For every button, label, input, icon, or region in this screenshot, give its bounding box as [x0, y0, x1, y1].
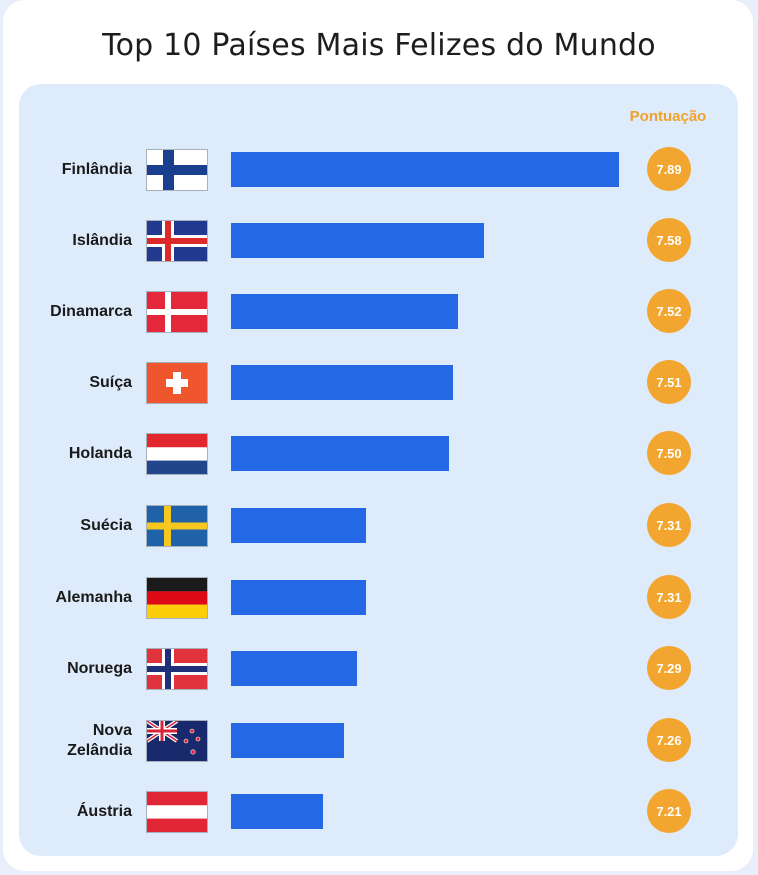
bar — [231, 152, 619, 187]
norway-flag-icon — [147, 649, 207, 689]
chart-title: Top 10 Países Mais Felizes do Mundo — [102, 28, 656, 63]
category-label: Finlândia — [61, 161, 132, 178]
category-label: Suíça — [89, 374, 132, 391]
austria-flag-icon — [147, 792, 207, 832]
category-label: Suécia — [80, 517, 132, 534]
bar-row-nova-zelandia: Nova Zelândia 7.26 — [0, 716, 758, 766]
value-label: 7.31 — [647, 575, 691, 619]
category-label: Áustria — [76, 803, 132, 820]
bar-row-noruega: Noruega 7.29 — [0, 644, 758, 694]
bar-row-alemanha: Alemanha 7.31 — [0, 573, 758, 623]
bar — [231, 223, 484, 258]
category-label: Alemanha — [55, 589, 132, 606]
value-label: 7.52 — [647, 289, 691, 333]
category-label: Noruega — [67, 660, 132, 677]
bar-row-dinamarca: Dinamarca 7.52 — [0, 287, 758, 337]
value-label: 7.89 — [647, 147, 691, 191]
germany-flag-icon — [147, 578, 207, 618]
finland-flag-icon — [147, 150, 207, 190]
sweden-flag-icon — [147, 506, 207, 546]
bar — [231, 508, 366, 543]
value-label: 7.29 — [647, 646, 691, 690]
score-column-header: Pontuação — [629, 108, 707, 125]
value-label: 7.31 — [647, 503, 691, 547]
netherlands-flag-icon — [147, 434, 207, 474]
value-label: 7.21 — [647, 789, 691, 833]
value-label: 7.26 — [647, 718, 691, 762]
bar-row-holanda: Holanda 7.50 — [0, 429, 758, 479]
category-label: Islândia — [72, 232, 132, 249]
value-label: 7.58 — [647, 218, 691, 262]
bar-row-suecia: Suécia 7.31 — [0, 501, 758, 551]
bar — [231, 365, 453, 400]
iceland-flag-icon — [147, 221, 207, 261]
switzerland-flag-icon — [147, 363, 207, 403]
category-label: Holanda — [68, 445, 132, 462]
bar-row-suica: Suíça 7.51 — [0, 358, 758, 408]
new-zealand-flag-icon — [147, 721, 207, 761]
bar-row-austria: Áustria 7.21 — [0, 787, 758, 837]
denmark-flag-icon — [147, 292, 207, 332]
bar — [231, 436, 449, 471]
value-label: 7.51 — [647, 360, 691, 404]
bar — [231, 723, 344, 758]
category-label: Dinamarca — [50, 303, 132, 320]
bar — [231, 294, 458, 329]
bar — [231, 580, 366, 615]
value-label: 7.50 — [647, 431, 691, 475]
bar-row-finlandia: Finlândia 7.89 — [0, 145, 758, 195]
bar — [231, 794, 323, 829]
category-label: Nova Zelândia — [67, 722, 132, 759]
bar-row-islandia: Islândia 7.58 — [0, 216, 758, 266]
bar — [231, 651, 357, 686]
